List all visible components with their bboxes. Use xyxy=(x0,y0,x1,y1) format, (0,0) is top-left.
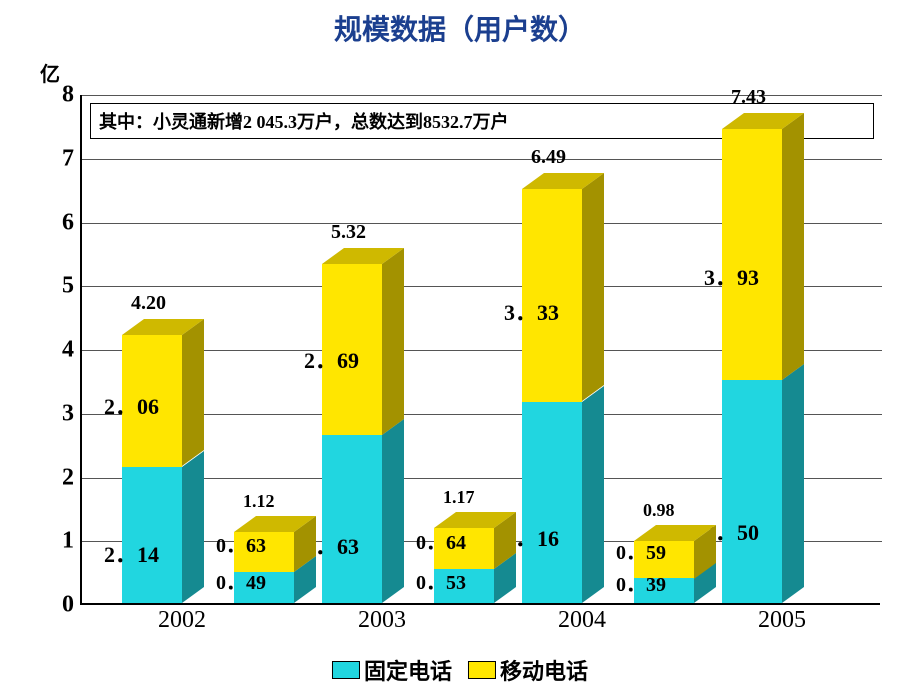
y-tick-label: 3 xyxy=(62,400,74,427)
value-label-mobile: 0．64 xyxy=(416,526,466,555)
annotation-text: 其中：小灵通新增2 045.3万户，总数达到8532.7万户 xyxy=(99,112,509,132)
value-label-mobile: 3．93 xyxy=(704,260,759,292)
bar-segment-fixed xyxy=(322,435,382,603)
bar-segment-mobile xyxy=(722,129,782,380)
total-label: 1.17 xyxy=(443,487,475,508)
legend: 固定电话 移动电话 xyxy=(332,654,588,686)
value-label-mobile: 3．33 xyxy=(504,295,559,327)
bar-segment-fixed xyxy=(722,380,782,603)
total-label: 5.32 xyxy=(331,221,366,244)
x-tick-label: 2002 xyxy=(158,607,206,634)
y-tick-label: 7 xyxy=(62,145,74,172)
legend-swatch-fixed xyxy=(332,661,360,679)
value-label-fixed: 0．53 xyxy=(416,566,466,595)
y-tick-label: 8 xyxy=(62,82,74,109)
legend-label-fixed: 固定电话 xyxy=(364,654,452,686)
value-label-mobile: 0．63 xyxy=(216,529,266,558)
chart-title: 规模数据（用户数） xyxy=(0,0,920,48)
x-tick-label: 2003 xyxy=(358,607,406,634)
chart-area: 其中：小灵通新增2 045.3万户，总数达到8532.7万户 012345678… xyxy=(80,95,880,605)
y-tick-label: 0 xyxy=(62,592,74,619)
legend-item-fixed: 固定电话 xyxy=(332,654,452,686)
total-label: 7.43 xyxy=(731,86,766,109)
bar-segment-fixed xyxy=(122,467,182,603)
y-axis-unit: 亿 xyxy=(40,58,60,87)
bar-side xyxy=(182,451,204,603)
y-tick-label: 2 xyxy=(62,464,74,491)
bar-side xyxy=(582,386,604,603)
bar-side xyxy=(582,173,604,401)
legend-label-mobile: 移动电话 xyxy=(500,654,588,686)
bar-side xyxy=(782,364,804,603)
y-tick-label: 6 xyxy=(62,209,74,236)
bar-side xyxy=(182,319,204,466)
chart-title-text: 规模数据（用户数） xyxy=(334,15,586,46)
bar-side xyxy=(382,248,404,435)
value-label-mobile: 2．69 xyxy=(304,343,359,375)
value-label-mobile: 2．06 xyxy=(104,389,159,421)
legend-item-mobile: 移动电话 xyxy=(468,654,588,686)
bar-side xyxy=(382,419,404,603)
y-axis-unit-text: 亿 xyxy=(40,64,60,86)
x-tick-label: 2004 xyxy=(558,607,606,634)
plot-region: 其中：小灵通新增2 045.3万户，总数达到8532.7万户 012345678… xyxy=(80,95,880,605)
x-tick-label: 2005 xyxy=(758,607,806,634)
total-label: 4.20 xyxy=(131,292,166,315)
bar-side xyxy=(782,113,804,380)
total-label: 6.49 xyxy=(531,146,566,169)
bar-segment-fixed xyxy=(522,402,582,603)
y-tick-label: 5 xyxy=(62,273,74,300)
total-label: 0.98 xyxy=(643,500,675,521)
y-tick-label: 1 xyxy=(62,528,74,555)
y-tick-label: 4 xyxy=(62,337,74,364)
legend-swatch-mobile xyxy=(468,661,496,679)
total-label: 1.12 xyxy=(243,491,275,512)
value-label-fixed: 2．14 xyxy=(104,537,159,569)
value-label-fixed: 0．39 xyxy=(616,568,666,597)
value-label-fixed: 0．49 xyxy=(216,566,266,595)
value-label-mobile: 0．59 xyxy=(616,536,666,565)
